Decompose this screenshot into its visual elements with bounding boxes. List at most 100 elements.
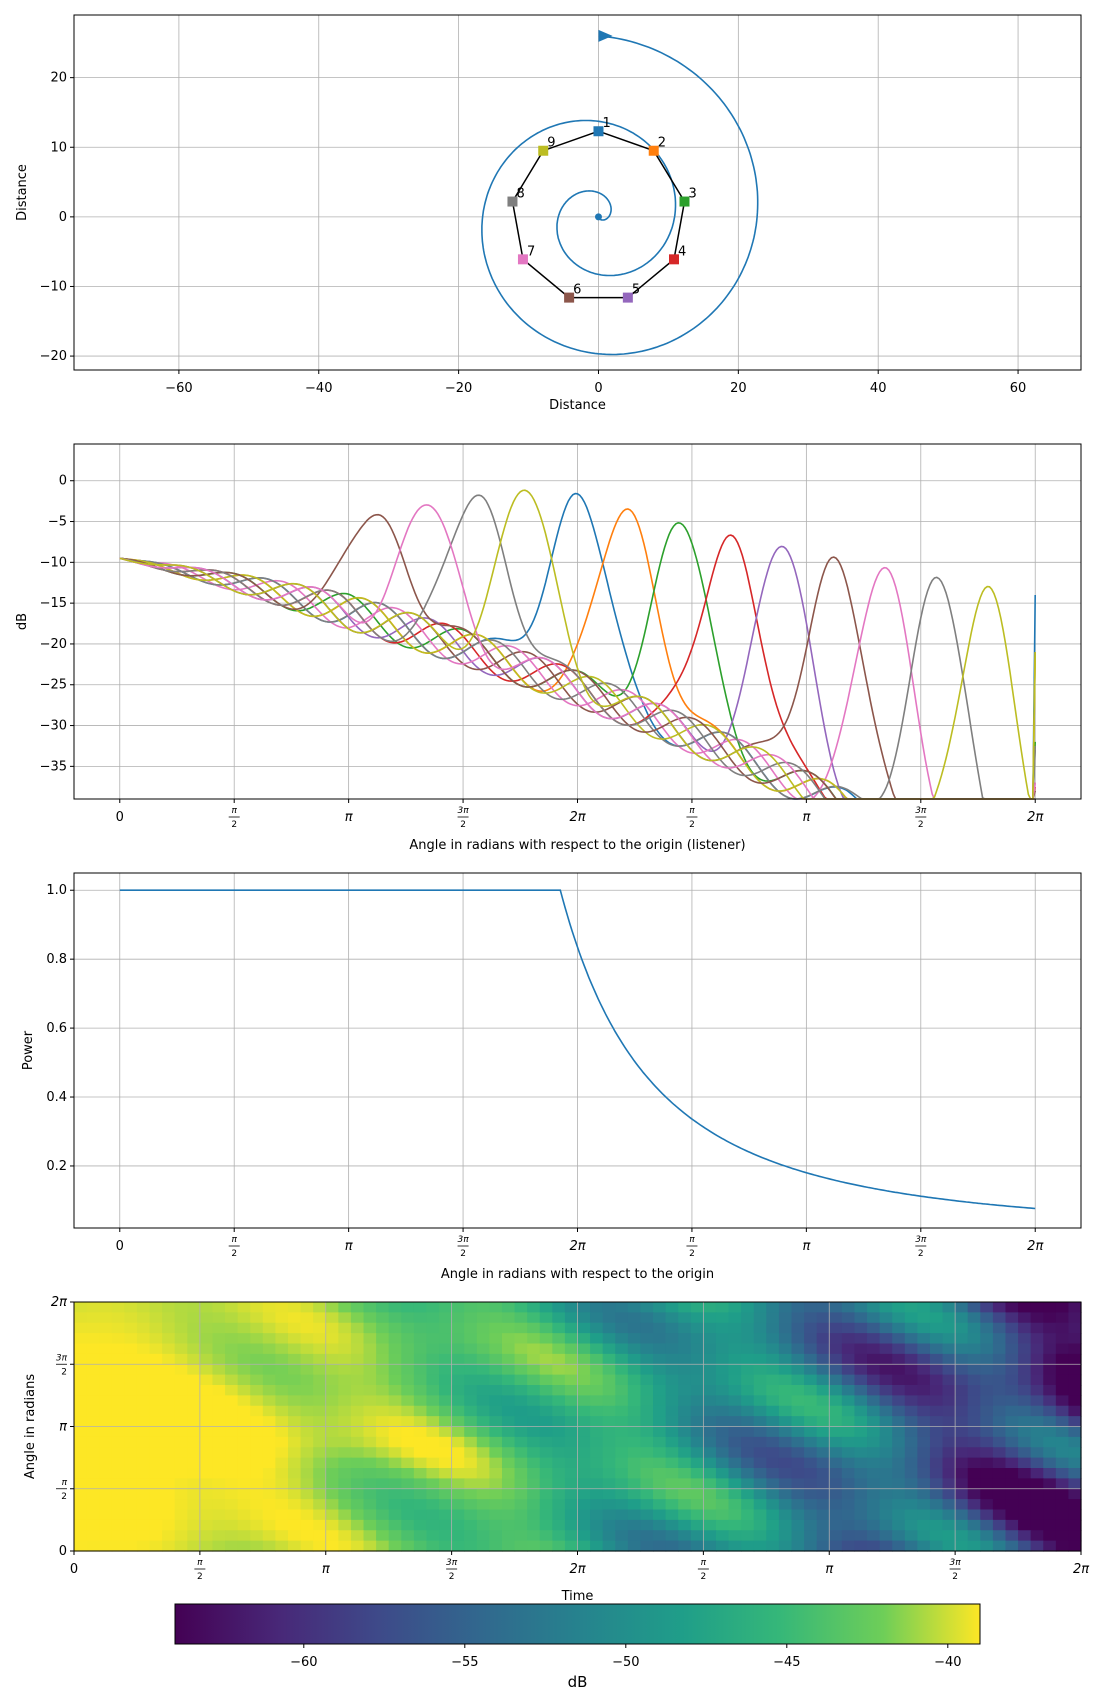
- heatmap-cell: [136, 1478, 151, 1490]
- heatmap-cell: [250, 1468, 264, 1479]
- heatmap-cell: [980, 1416, 994, 1428]
- heatmap-cell: [1005, 1447, 1019, 1459]
- heatmap-cell: [136, 1519, 151, 1531]
- heatmap-cell: [313, 1312, 327, 1324]
- heatmap-cell: [665, 1530, 679, 1542]
- heatmap-cell: [1030, 1395, 1044, 1407]
- heatmap-cell: [514, 1530, 528, 1542]
- heatmap-cell: [766, 1353, 780, 1365]
- heatmap-cell: [690, 1353, 704, 1365]
- heatmap-cell: [489, 1530, 503, 1542]
- heatmap-cell: [539, 1478, 553, 1490]
- heatmap-cell: [778, 1488, 793, 1500]
- heatmap-cell: [275, 1540, 289, 1552]
- heatmap-cell: [313, 1395, 327, 1407]
- heatmap-cell: [1043, 1540, 1057, 1552]
- x-tick-label: π2: [697, 1558, 709, 1582]
- heatmap-cell: [439, 1478, 453, 1490]
- heatmap-cell: [1018, 1540, 1032, 1552]
- heatmap-cell: [892, 1343, 906, 1355]
- heatmap-cell: [514, 1478, 528, 1490]
- heatmap-cell: [451, 1436, 465, 1448]
- heatmap-cell: [741, 1426, 755, 1438]
- heatmap-cell: [1043, 1509, 1057, 1521]
- heatmap-cell: [300, 1530, 314, 1542]
- heatmap-cell: [577, 1509, 591, 1521]
- heatmap-cell: [892, 1478, 906, 1490]
- heatmap-cell: [753, 1312, 767, 1324]
- heatmap-cell: [187, 1385, 201, 1396]
- heatmap-cell: [1055, 1519, 1070, 1531]
- heatmap-cell: [841, 1343, 856, 1355]
- y-tick-label: 0.2: [46, 1159, 67, 1174]
- heatmap-cell: [1055, 1322, 1070, 1334]
- heatmap-cell: [1043, 1353, 1057, 1365]
- heatmap-cell: [728, 1426, 742, 1438]
- heatmap-cell: [942, 1447, 956, 1459]
- heatmap-cell: [1018, 1426, 1032, 1438]
- heatmap-cell: [602, 1385, 616, 1396]
- heatmap-cell: [640, 1302, 654, 1313]
- heatmap-cell: [225, 1302, 239, 1313]
- heatmap-cell: [162, 1457, 176, 1469]
- heatmap-cell: [955, 1447, 969, 1459]
- heatmap-cell: [174, 1436, 188, 1448]
- heatmap-cell: [728, 1385, 742, 1396]
- power-line: [119, 889, 1036, 1210]
- heatmap-cell: [967, 1457, 981, 1469]
- heatmap-cell: [917, 1436, 931, 1448]
- db-series-line: [119, 557, 1036, 800]
- heatmap-cell: [300, 1540, 314, 1552]
- heatmap-cell: [778, 1519, 793, 1531]
- heatmap-cell: [136, 1364, 151, 1376]
- heatmap-cell: [791, 1405, 805, 1417]
- heatmap-cell: [401, 1322, 415, 1334]
- heatmap-cell: [703, 1478, 717, 1490]
- heatmap-cell: [489, 1395, 503, 1407]
- heatmap-cell: [439, 1519, 453, 1531]
- heatmap-cell: [413, 1416, 428, 1428]
- heatmap-cell: [86, 1530, 100, 1542]
- heatmap-cell: [703, 1343, 717, 1355]
- heatmap-cell: [287, 1468, 302, 1479]
- heatmap-cell: [804, 1333, 818, 1345]
- heatmap-cell: [338, 1374, 352, 1386]
- heatmap-cell: [388, 1312, 402, 1324]
- heatmap-cell: [1030, 1530, 1044, 1542]
- heatmap-cell: [300, 1488, 314, 1500]
- heatmap-cell: [703, 1416, 717, 1428]
- heatmap-cell: [212, 1385, 226, 1396]
- heatmap-cell: [111, 1540, 125, 1552]
- heatmap-cell: [111, 1364, 125, 1376]
- heatmap-cell: [124, 1395, 138, 1407]
- heatmap-cell: [564, 1353, 579, 1365]
- heatmap-cell: [766, 1478, 780, 1490]
- heatmap-cell: [955, 1488, 969, 1500]
- heatmap-cell: [287, 1519, 302, 1531]
- heatmap-cell: [439, 1322, 453, 1334]
- heatmap-cell: [753, 1509, 767, 1521]
- heatmap-cell: [955, 1499, 969, 1511]
- heatmap-cell: [426, 1322, 440, 1334]
- heatmap-cell: [262, 1302, 276, 1313]
- heatmap-cell: [678, 1343, 692, 1355]
- heatmap-cell: [867, 1364, 881, 1376]
- heatmap-cell: [1043, 1385, 1057, 1396]
- heatmap-cell: [300, 1322, 314, 1334]
- heatmap-cell: [338, 1499, 352, 1511]
- heatmap-cell: [237, 1364, 251, 1376]
- heatmap-cell: [602, 1343, 616, 1355]
- heatmap-cell: [703, 1488, 717, 1500]
- heatmap-cell: [212, 1374, 226, 1386]
- heatmap-cell: [439, 1436, 453, 1448]
- heatmap-cell: [162, 1302, 176, 1313]
- heatmap-cell: [225, 1530, 239, 1542]
- heatmap-cell: [237, 1395, 251, 1407]
- heatmap-cell: [225, 1364, 239, 1376]
- heatmap-cell: [640, 1333, 654, 1345]
- heatmap-cell: [162, 1488, 176, 1500]
- heatmap-cell: [841, 1312, 856, 1324]
- heatmap-cell: [363, 1436, 377, 1448]
- heatmap-cell: [451, 1447, 465, 1459]
- svg-text:π: π: [689, 1235, 695, 1245]
